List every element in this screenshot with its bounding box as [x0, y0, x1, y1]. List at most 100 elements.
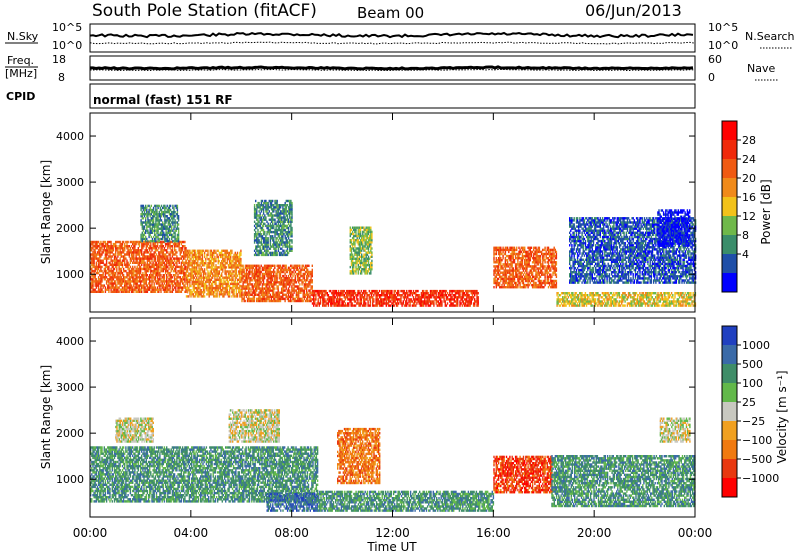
power-echo-cell	[260, 201, 263, 205]
power-echo-cell	[128, 288, 130, 291]
power-echo-cell	[278, 283, 281, 286]
power-echo-cell	[256, 285, 258, 288]
power-echo-cell	[115, 280, 117, 283]
power-echo-cell	[172, 288, 175, 291]
power-echo-cell	[254, 266, 257, 269]
power-echo-cell	[256, 283, 258, 286]
power-echo-cell	[160, 233, 163, 237]
power-echo-cell	[233, 266, 235, 269]
power-echo-cell	[141, 259, 143, 262]
power-echo-cell	[175, 269, 177, 273]
power-echo-cell	[176, 265, 178, 269]
power-echo-cell	[219, 286, 222, 290]
power-echo-cell	[135, 282, 137, 285]
power-echo-cell	[143, 213, 146, 216]
power-echo-cell	[143, 265, 145, 269]
power-echo-cell	[115, 255, 117, 258]
power-echo-cell	[257, 218, 259, 221]
power-echo-cell	[387, 289, 390, 293]
power-echo-cell	[192, 253, 194, 257]
power-echo-cell	[186, 255, 189, 259]
power-echo-cell	[145, 242, 147, 246]
power-echo-cell	[290, 268, 292, 272]
power-echo-cell	[176, 210, 179, 214]
power-echo-cell	[139, 288, 142, 291]
power-echo-cell	[112, 282, 115, 285]
power-echo-cell	[383, 294, 385, 297]
power-echo-cell	[191, 293, 193, 296]
power-echo-cell	[248, 299, 250, 303]
power-echo-cell	[281, 268, 283, 272]
power-echo-cell	[396, 300, 399, 303]
power-echo-cell	[160, 227, 163, 230]
power-echo-cell	[349, 247, 351, 250]
power-echo-cell	[358, 292, 360, 295]
power-echo-cell	[305, 283, 308, 286]
power-echo-cell	[294, 281, 296, 284]
power-echo-cell	[269, 268, 271, 272]
power-echo-cell	[401, 294, 403, 297]
power-echo-cell	[173, 274, 176, 277]
power-echo-cell	[348, 302, 350, 305]
power-echo-cell	[189, 284, 191, 288]
power-echo-cell	[233, 284, 235, 288]
power-echo-cell	[179, 284, 181, 287]
power-echo-cell	[197, 278, 199, 281]
power-echo-cell	[192, 249, 194, 252]
power-echo-cell	[298, 270, 300, 274]
power-echo-cell	[154, 231, 156, 234]
power-echo-cell	[323, 298, 325, 301]
power-echo-cell	[132, 271, 134, 275]
power-echo-cell	[124, 282, 126, 285]
power-echo-cell	[261, 226, 264, 230]
power-echo-cell	[354, 304, 357, 307]
freq-label: Freq.	[7, 54, 34, 67]
power-echo-cell	[362, 226, 364, 229]
power-echo-cell	[440, 292, 442, 295]
power-echo-cell	[347, 289, 349, 293]
power-echo-cell	[245, 287, 248, 290]
power-echo-cell	[291, 264, 293, 267]
power-echo-cell	[196, 280, 198, 284]
power-echo-cell	[176, 276, 178, 279]
power-echo-cell	[166, 242, 168, 246]
power-echo-cell	[167, 269, 169, 273]
power-echo-cell	[169, 288, 171, 291]
power-echo-cell	[188, 255, 190, 259]
power-echo-cell	[279, 283, 282, 286]
power-echo-cell	[129, 284, 132, 287]
power-echo-cell	[347, 298, 349, 301]
power-echo-cell	[215, 259, 217, 263]
power-echo-cell	[261, 299, 264, 303]
power-echo-cell	[134, 261, 136, 264]
power-echo-cell	[348, 289, 350, 293]
power-echo-cell	[145, 219, 147, 222]
power-echo-cell	[213, 268, 215, 271]
power-echo-cell	[214, 280, 216, 284]
power-echo-cell	[208, 286, 210, 290]
power-echo-cell	[143, 233, 146, 237]
power-echo-cell	[97, 249, 100, 252]
power-echo-cell	[362, 298, 365, 301]
power-echo-cell	[127, 271, 129, 275]
power-echo-cell	[263, 293, 266, 296]
power-echo-cell	[169, 276, 171, 279]
power-echo-cell	[394, 300, 396, 303]
power-echo-cell	[119, 271, 121, 275]
power-echo-cell	[371, 263, 373, 267]
power-echo-cell	[261, 283, 264, 286]
power-echo-cell	[160, 210, 163, 214]
power-echo-cell	[163, 267, 166, 271]
power-echo-cell	[110, 276, 112, 279]
power-echo-cell	[144, 249, 146, 252]
power-echo-cell	[184, 261, 186, 264]
power-echo-cell	[154, 290, 157, 293]
power-echo-cell	[300, 272, 302, 276]
power-echo-cell	[155, 263, 158, 266]
power-echo-cell	[178, 257, 180, 260]
power-echo-cell	[305, 264, 308, 267]
power-echo-cell	[129, 271, 132, 275]
power-echo-cell	[351, 289, 353, 293]
power-echo-cell	[362, 300, 365, 303]
power-echo-cell	[273, 268, 275, 272]
